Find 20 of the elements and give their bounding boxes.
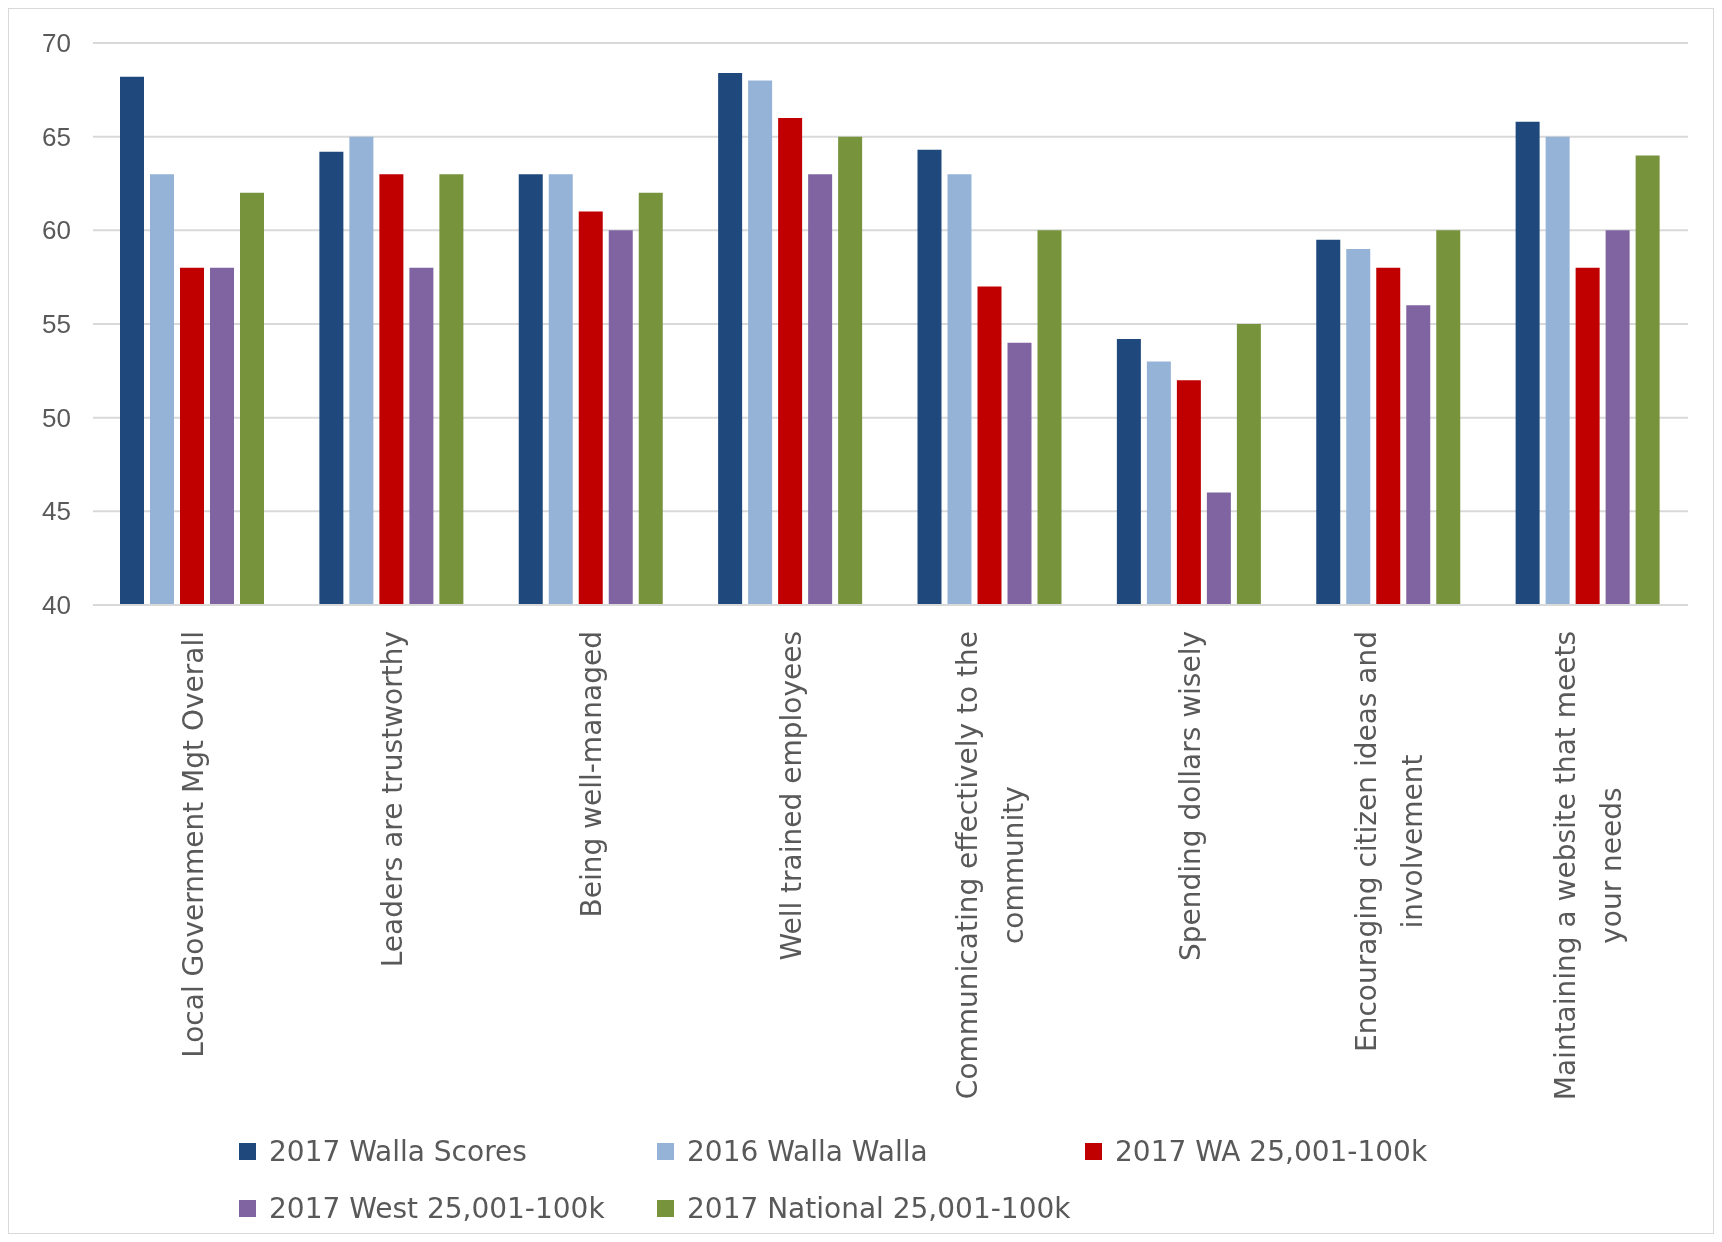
legend-label: 2017 National 25,001-100k xyxy=(687,1192,1071,1225)
legend-label: 2016 Walla Walla xyxy=(687,1135,928,1168)
legend-label: 2017 WA 25,001-100k xyxy=(1115,1135,1428,1168)
x-tick-label: Spending dollars wisely xyxy=(1173,630,1207,961)
legend-label: 2017 West 25,001-100k xyxy=(269,1192,605,1225)
y-tick-label: 40 xyxy=(42,590,71,620)
y-tick-label: 60 xyxy=(42,215,71,246)
y-tick-label: 65 xyxy=(42,121,71,152)
y-tick-label: 70 xyxy=(42,28,71,58)
y-tick-label: 50 xyxy=(42,402,71,433)
y-tick-label: 45 xyxy=(42,496,71,527)
legend-label: 2017 Walla Scores xyxy=(269,1135,527,1168)
x-tick-label: Leaders are trustworthy xyxy=(375,630,409,968)
x-tick-label: Being well-managed xyxy=(574,630,608,918)
x-tick-label: Maintaining a website that meets your needs xyxy=(1548,630,1628,1101)
x-tick-label: Communicating effectively to the community xyxy=(950,631,1030,1100)
y-tick-label: 55 xyxy=(42,309,71,339)
x-tick-label: Well trained employees xyxy=(774,631,808,961)
x-tick-label: Local Government Mgt Overall xyxy=(176,630,210,1058)
x-tick-label: Encouraging citizen ideas and involvement xyxy=(1349,630,1429,1052)
